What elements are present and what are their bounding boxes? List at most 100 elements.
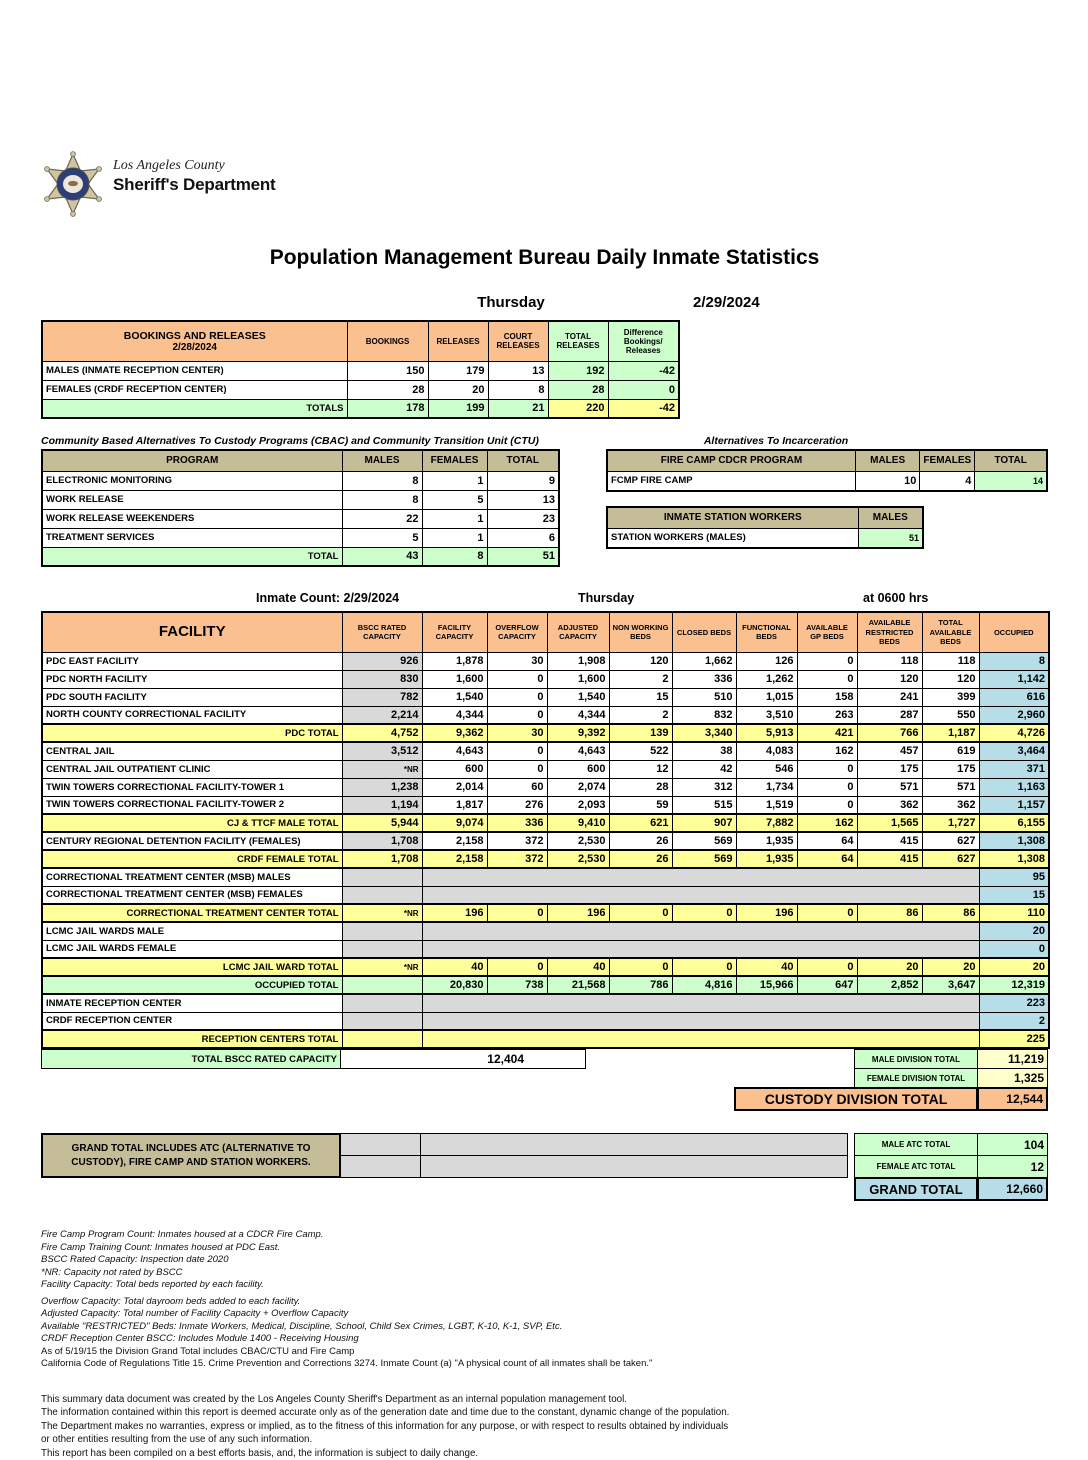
facility-cell: 9,410 xyxy=(547,814,609,832)
facility-row-label: TWIN TOWERS CORRECTIONAL FACILITY-TOWER … xyxy=(42,778,342,796)
bookings-header-row: BOOKINGS AND RELEASES 2/28/2024 BOOKINGS… xyxy=(42,321,679,361)
facility-cell: 59 xyxy=(609,796,672,814)
footnote-line: Fire Camp Program Count: Inmates housed … xyxy=(41,1229,1048,1242)
facility-cell: 5,944 xyxy=(342,814,422,832)
custody-division-value: 12,544 xyxy=(977,1087,1048,1111)
facility-cell: 1,817 xyxy=(422,796,487,814)
custody-division-label: CUSTODY DIVISION TOTAL xyxy=(734,1087,978,1111)
bookings-cell: 20 xyxy=(428,380,488,399)
bookings-cell: 28 xyxy=(347,380,428,399)
fire-camp-col-header: FEMALES xyxy=(920,450,975,471)
facility-cell: 20 xyxy=(857,958,922,976)
dateline-day: Thursday xyxy=(401,294,621,311)
facility-cell: 0 xyxy=(672,958,736,976)
disclaimer: This summary data document was created b… xyxy=(41,1393,1048,1460)
facility-col-header: FACILITY CAPACITY xyxy=(422,612,487,652)
footnote-line: Facility Capacity: Total beds reported b… xyxy=(41,1279,1048,1292)
bookings-col-header: RELEASES xyxy=(428,321,488,361)
facility-cell: 1,908 xyxy=(547,652,609,670)
grand-total-block: GRAND TOTAL INCLUDES ATC (ALTERNATIVE TO… xyxy=(41,1133,1048,1203)
facility-cell: 569 xyxy=(672,850,736,868)
facility-cell: 1,262 xyxy=(736,670,797,688)
facility-cell: 0 xyxy=(797,760,857,778)
facility-cell: 2,852 xyxy=(857,976,922,994)
facility-cell: 1,015 xyxy=(736,688,797,706)
facility-cell: 4,643 xyxy=(547,742,609,760)
cbac-row-label: ELECTRONIC MONITORING xyxy=(42,471,342,490)
facility-cell: 118 xyxy=(857,652,922,670)
facility-cell: 12 xyxy=(609,760,672,778)
count-line-time: at 0600 hrs xyxy=(863,591,928,605)
facility-col-header: FUNCTIONAL BEDS xyxy=(736,612,797,652)
facility-row-label: CENTRAL JAIL OUTPATIENT CLINIC xyxy=(42,760,342,778)
cbac-cell: 1 xyxy=(422,509,487,528)
facility-cell: 515 xyxy=(672,796,736,814)
facility-cell: 421 xyxy=(797,724,857,742)
facility-occupied-cell: 20 xyxy=(979,922,1049,940)
facility-row-label: PDC EAST FACILITY xyxy=(42,652,342,670)
facility-cell: 175 xyxy=(857,760,922,778)
facility-cell: 786 xyxy=(609,976,672,994)
facility-bscc-cell xyxy=(342,868,422,886)
facility-row-label: CORRECTIONAL TREATMENT CENTER (MSB) FEMA… xyxy=(42,886,342,904)
facility-cell: 372 xyxy=(487,832,547,850)
facility-cell: 15 xyxy=(609,688,672,706)
logo-county-text: Los Angeles County xyxy=(113,158,276,174)
facility-cell: 1,935 xyxy=(736,832,797,850)
facility-row-label: CORRECTIONAL TREATMENT CENTER (MSB) MALE… xyxy=(42,868,342,886)
male-atc-value: 104 xyxy=(977,1133,1048,1156)
facility-cell: 1,540 xyxy=(547,688,609,706)
fire-camp-cell: 10 xyxy=(855,471,919,491)
male-atc-label: MALE ATC TOTAL xyxy=(854,1133,978,1156)
fire-camp-cell: 4 xyxy=(920,471,975,491)
station-workers-header: INMATE STATION WORKERS xyxy=(607,507,858,528)
facility-cell: 600 xyxy=(422,760,487,778)
facility-cell: 1,238 xyxy=(342,778,422,796)
footnote-line: BSCC Rated Capacity: Inspection date 202… xyxy=(41,1254,1048,1267)
facility-cell: 621 xyxy=(609,814,672,832)
facility-cell: 4,643 xyxy=(422,742,487,760)
facility-cell: 120 xyxy=(922,670,979,688)
footnote-line: Overflow Capacity: Total dayroom beds ad… xyxy=(41,1296,1048,1309)
station-workers-col-males: MALES xyxy=(858,507,923,528)
facility-cell: 86 xyxy=(922,904,979,922)
facility-cell: 1,662 xyxy=(672,652,736,670)
facility-row-label: LCMC JAIL WARDS FEMALE xyxy=(42,940,342,958)
facility-bscc-cell xyxy=(342,922,422,940)
facility-occupied-cell: 1,142 xyxy=(979,670,1049,688)
facility-cell: 1,727 xyxy=(922,814,979,832)
cbac-total-cell: 51 xyxy=(487,547,559,566)
footnote-line: CRDF Reception Center BSCC: Includes Mod… xyxy=(41,1333,1048,1346)
facility-cell: 0 xyxy=(487,670,547,688)
bookings-col-header: COURT RELEASES xyxy=(488,321,548,361)
facility-cell: 7,882 xyxy=(736,814,797,832)
facility-cell: 571 xyxy=(857,778,922,796)
disclaimer-line: or other entities resulting from the use… xyxy=(41,1433,1048,1447)
facility-cell: 0 xyxy=(797,652,857,670)
facility-cell: 2,093 xyxy=(547,796,609,814)
facility-cell: 0 xyxy=(797,670,857,688)
station-workers-table: INMATE STATION WORKERS MALES STATION WOR… xyxy=(606,506,924,549)
facility-cell: 9,362 xyxy=(422,724,487,742)
count-line-day: Thursday xyxy=(578,591,634,605)
facility-cell: 0 xyxy=(487,688,547,706)
facility-col-header: BSCC RATED CAPACITY xyxy=(342,612,422,652)
facility-cell: 196 xyxy=(736,904,797,922)
facility-cell: 4,344 xyxy=(422,706,487,724)
cbac-total-label: TOTAL xyxy=(42,547,342,566)
facility-cell: 569 xyxy=(672,832,736,850)
sheriff-badge-icon xyxy=(41,150,105,220)
facility-cell: 2,074 xyxy=(547,778,609,796)
facility-occupied-cell: 110 xyxy=(979,904,1049,922)
footnote-line: Available "RESTRICTED" Beds: Inmate Work… xyxy=(41,1321,1048,1334)
